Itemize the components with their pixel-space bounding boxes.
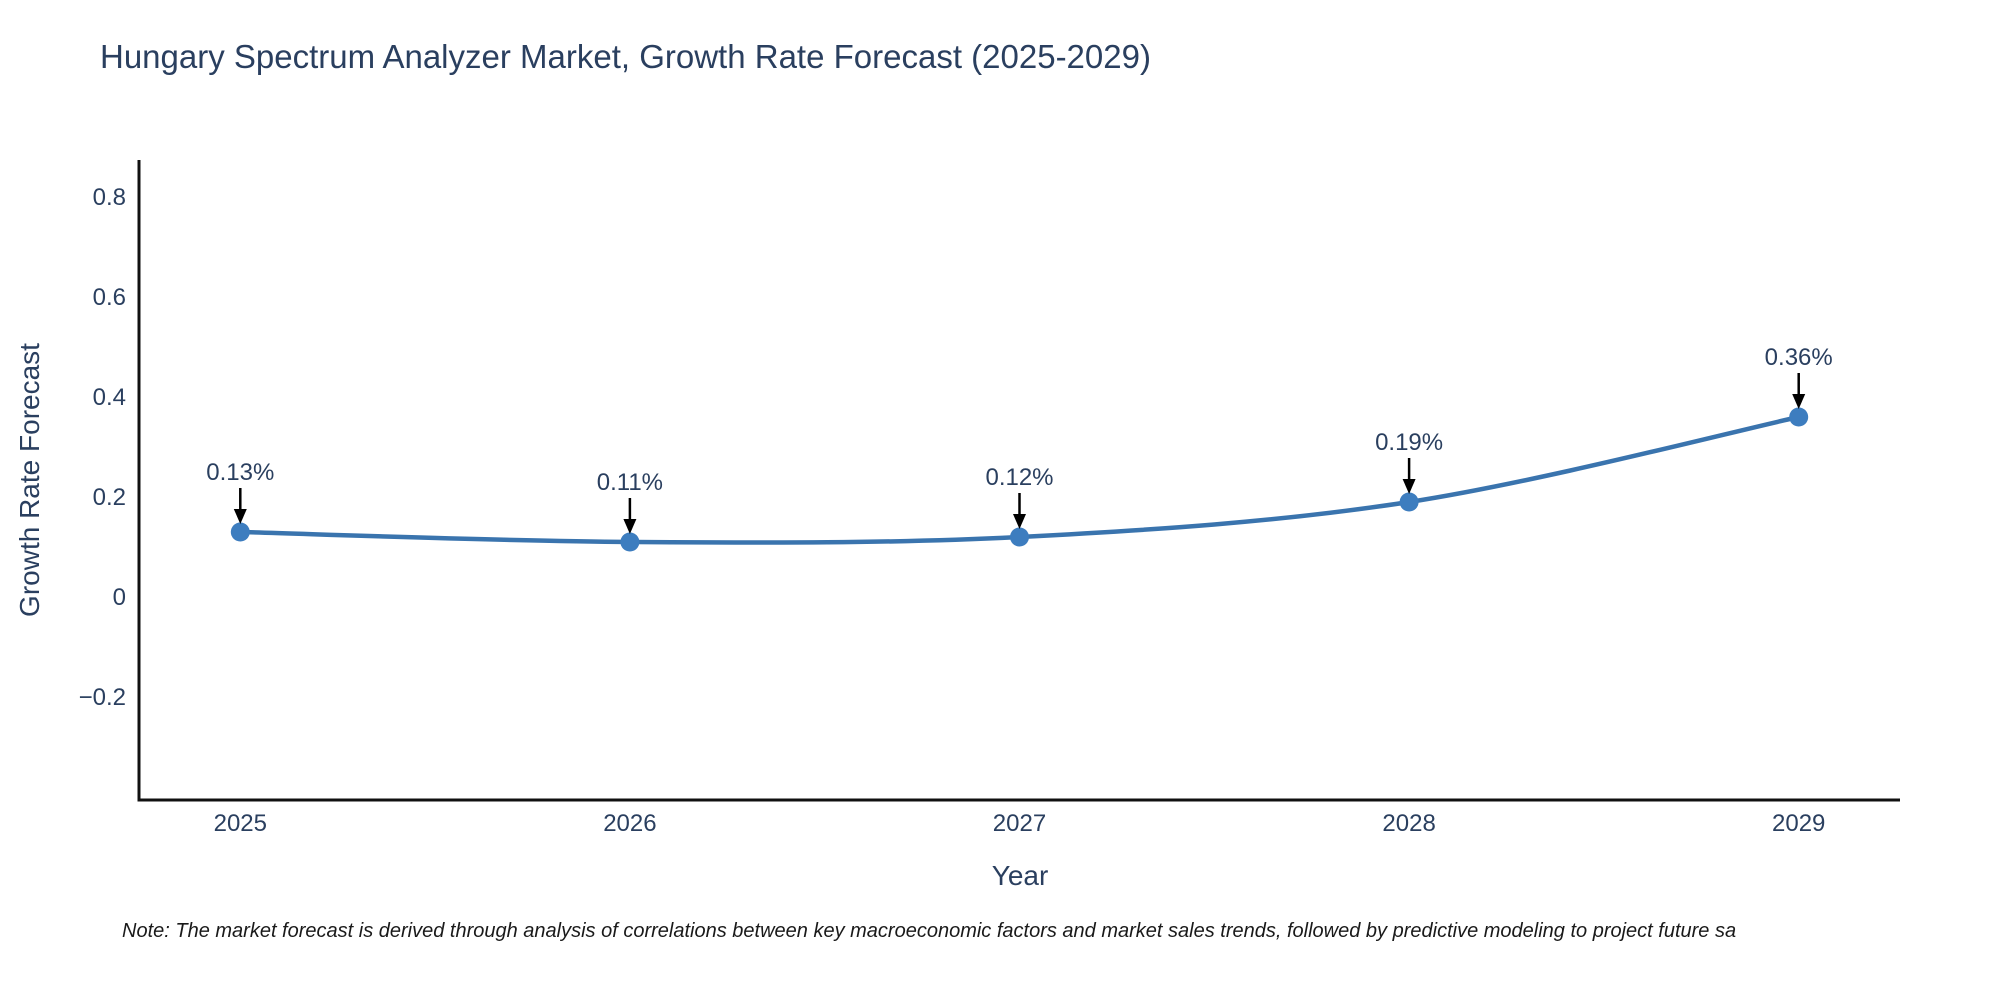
annotation-arrowhead-icon xyxy=(233,509,247,524)
data-point-marker[interactable] xyxy=(230,522,250,542)
x-tick-label: 2025 xyxy=(214,810,267,837)
x-tick-label: 2026 xyxy=(603,810,656,837)
x-tick-label: 2027 xyxy=(993,810,1046,837)
data-point-marker[interactable] xyxy=(620,532,640,552)
y-tick-label: 0.6 xyxy=(93,284,126,311)
annotation-arrowhead-icon xyxy=(1013,514,1026,529)
x-tick-label: 2028 xyxy=(1382,810,1435,837)
point-annotation-text: 0.12% xyxy=(985,464,1053,491)
y-tick-label: −0.2 xyxy=(79,684,126,711)
y-tick-label: 0.4 xyxy=(93,384,126,411)
annotation-arrowhead-icon xyxy=(1792,394,1806,409)
series-layer xyxy=(230,407,1809,552)
footnote: Note: The market forecast is derived thr… xyxy=(122,920,1737,942)
data-point-marker[interactable] xyxy=(1399,492,1419,512)
point-annotation-text: 0.11% xyxy=(597,469,663,496)
point-annotation-text: 0.19% xyxy=(1375,429,1443,456)
annotation-layer: 0.13% 0.11% 0.12% 0.19% 0.36% xyxy=(206,344,1833,534)
y-tick-label: 0.8 xyxy=(93,184,126,211)
x-tick-label: 2029 xyxy=(1772,810,1825,837)
axes-layer: −0.2 0 0.2 0.4 0.6 0.8 2025 2026 2027 2028 2029 xyxy=(79,160,1900,837)
annotation-arrowhead-icon xyxy=(1402,479,1416,494)
point-annotation-text: 0.36% xyxy=(1765,344,1833,371)
annotation-arrowhead-icon xyxy=(623,519,637,534)
y-tick-label: 0.2 xyxy=(93,484,126,511)
x-axis-title: Year xyxy=(991,860,1049,891)
y-tick-label: 0 xyxy=(113,584,126,611)
point-annotation-text: 0.13% xyxy=(206,459,274,486)
chart-title: Hungary Spectrum Analyzer Market, Growth… xyxy=(100,38,1151,75)
data-point-marker[interactable] xyxy=(1010,527,1029,547)
data-point-marker[interactable] xyxy=(1789,407,1809,427)
